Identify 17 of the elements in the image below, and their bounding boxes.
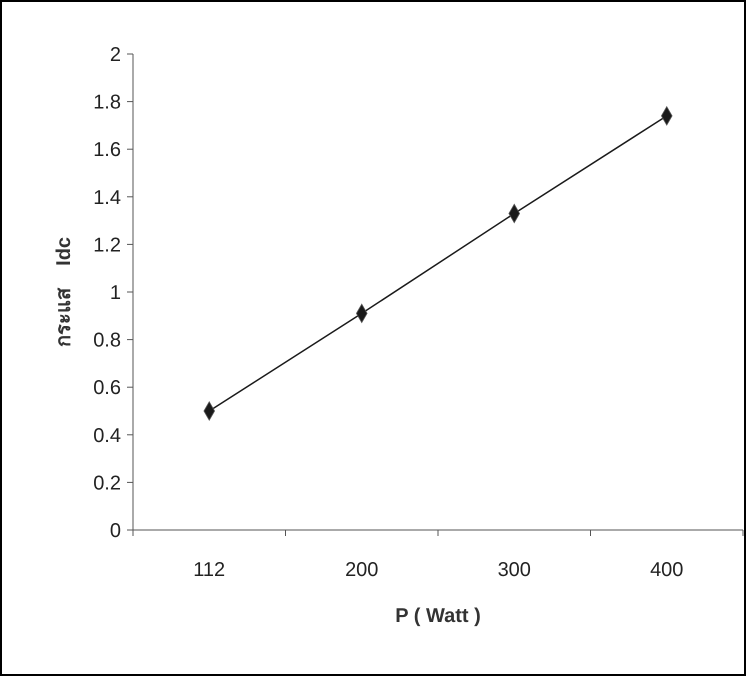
y-tick-label: 2 bbox=[110, 44, 121, 66]
x-tick-label: 400 bbox=[650, 559, 684, 581]
y-tick-label: 0.8 bbox=[93, 330, 121, 352]
y-tick-label: 0.2 bbox=[93, 472, 121, 494]
y-tick-label: 0 bbox=[110, 520, 121, 542]
y-tick-label: 0.4 bbox=[93, 424, 121, 447]
y-tick-label: 1.4 bbox=[93, 186, 121, 209]
x-axis-title: P ( Watt ) bbox=[395, 605, 481, 627]
y-tick-label: 1.2 bbox=[93, 234, 121, 256]
y-tick-label: 1 bbox=[110, 282, 121, 304]
y-tick-label: 1.8 bbox=[93, 92, 121, 114]
y-tick-label: 0.6 bbox=[93, 377, 121, 400]
y-axis-title: กระแส Idc bbox=[53, 236, 75, 348]
x-tick-label: 200 bbox=[345, 559, 378, 581]
y-tick-label: 1.6 bbox=[93, 139, 121, 162]
x-tick-label: 112 bbox=[193, 559, 226, 581]
x-tick-label: 300 bbox=[498, 559, 531, 581]
